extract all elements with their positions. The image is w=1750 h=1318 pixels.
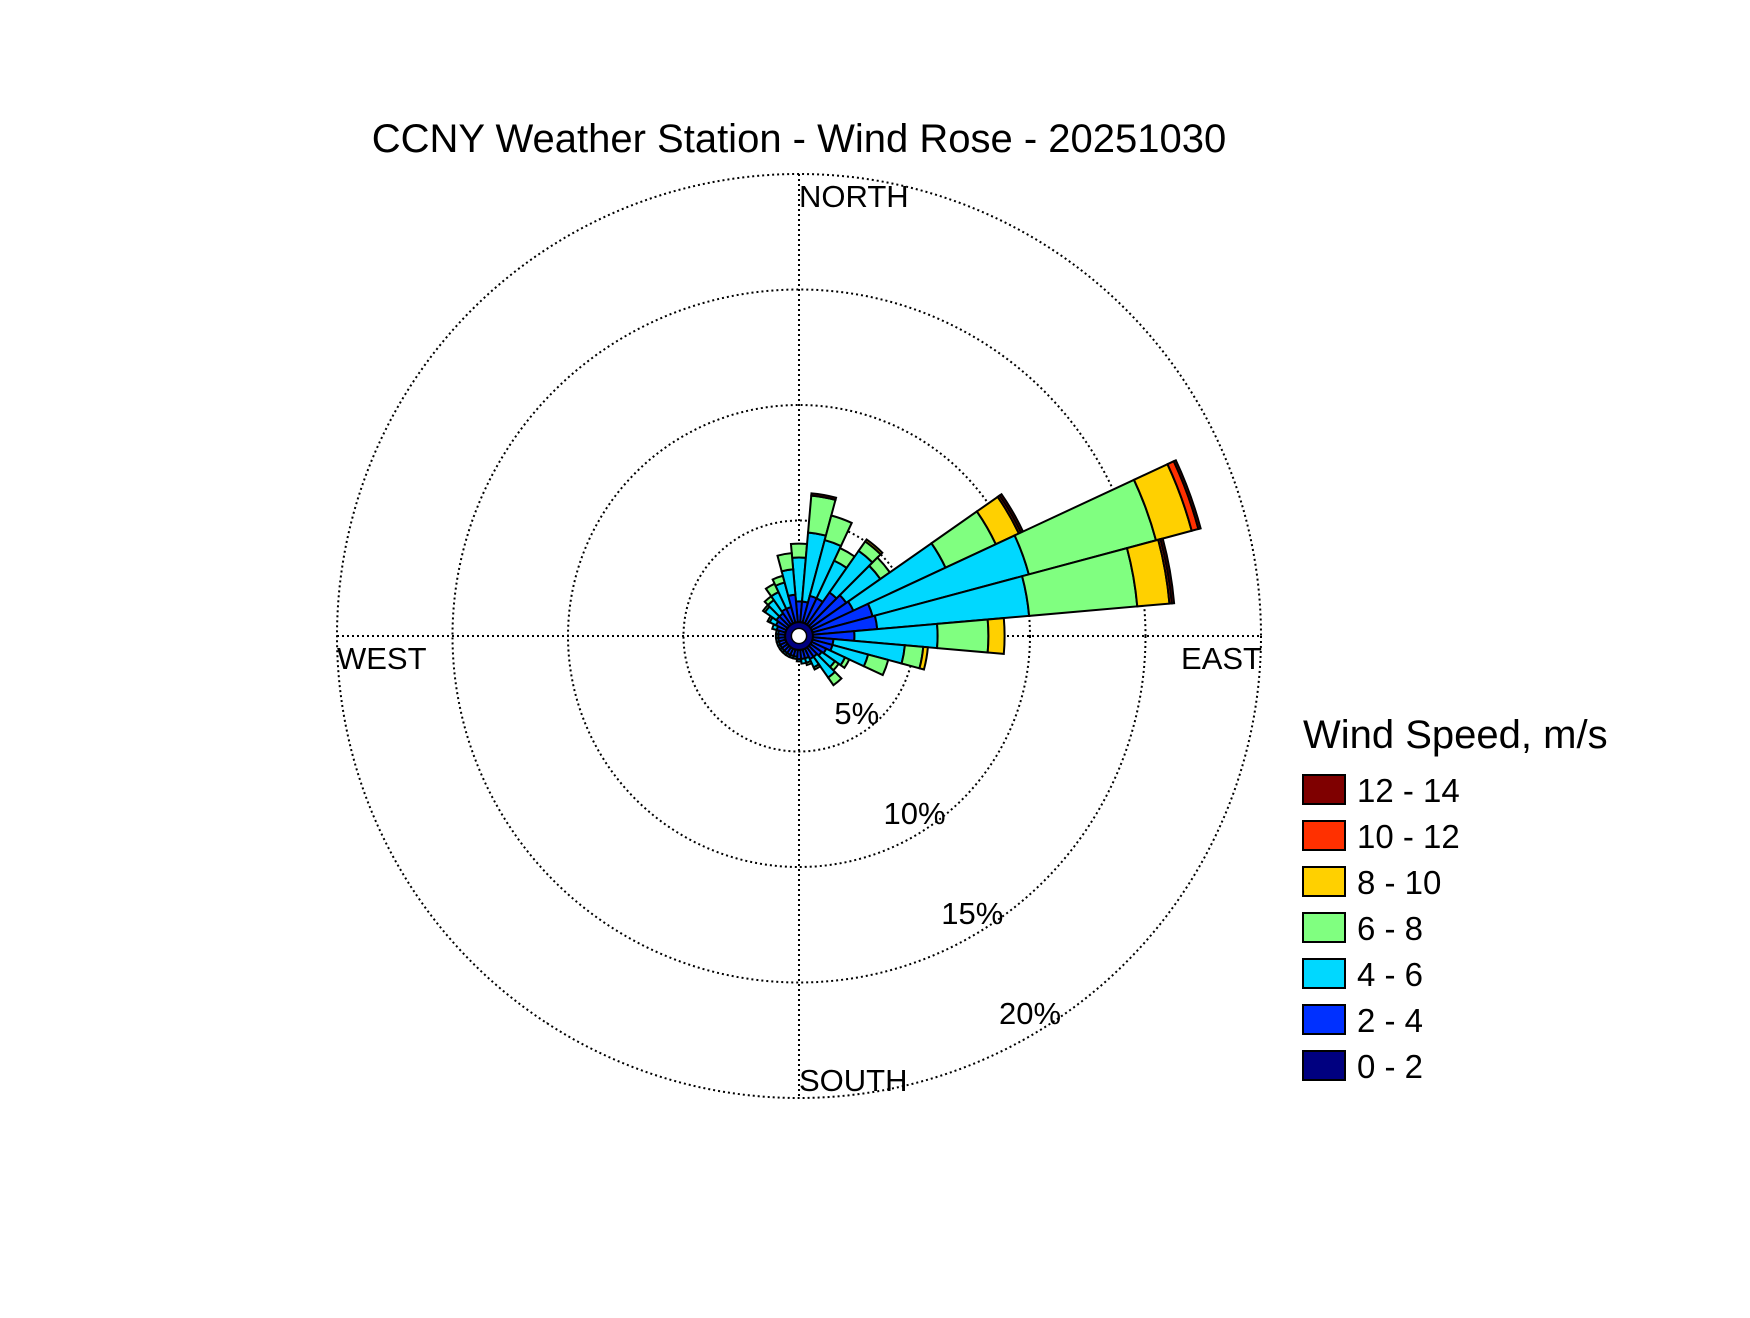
petal-150-bin-3	[812, 662, 822, 671]
ring-labels: 5% 10% 15% 20%	[834, 696, 1061, 1031]
legend-title: Wind Speed, m/s	[1303, 713, 1608, 757]
chart-title: CCNY Weather Station - Wind Rose - 20251…	[372, 117, 1227, 161]
legend-label-0: 12 - 14	[1357, 772, 1460, 809]
sector-50	[803, 556, 892, 633]
sector-120	[804, 638, 851, 670]
petal-10-bin-6	[810, 492, 838, 502]
legend-label-4: 4 - 6	[1357, 956, 1423, 993]
legend-swatch-0	[1302, 774, 1346, 805]
calm-center	[784, 621, 814, 651]
legend-label-1: 10 - 12	[1357, 818, 1460, 855]
legend-swatch-1	[1302, 820, 1346, 851]
legend-label-2: 8 - 10	[1357, 864, 1441, 901]
ring-label-15: 15%	[941, 896, 1003, 931]
petal-90-bin-4	[986, 616, 1006, 656]
legend-label-5: 2 - 4	[1357, 1002, 1423, 1039]
legend: Wind Speed, m/s 12 - 14 10 - 12 8 - 10 6 - …	[1302, 713, 1608, 1085]
petal-90-bin-3	[935, 618, 990, 654]
petal-100-bin-4	[918, 645, 929, 671]
petal-40-bin-4	[863, 538, 884, 556]
legend-swatch-3	[1302, 912, 1346, 943]
petal-20-bin-3	[823, 514, 854, 548]
petal-0-bin-3	[789, 542, 809, 559]
grid-ring-15	[451, 288, 1147, 984]
direction-label-east: EAST	[1181, 641, 1262, 676]
petal-160-bin-3	[804, 659, 814, 667]
ring-label-20: 20%	[999, 996, 1061, 1031]
legend-swatch-5	[1302, 1004, 1346, 1035]
petal-layer	[761, 458, 1202, 687]
legend-label-6: 0 - 2	[1357, 1048, 1423, 1085]
petal-80-bin-6	[1159, 537, 1176, 605]
sector-320	[763, 594, 796, 632]
petal-170-bin-2	[799, 657, 808, 665]
sector-30	[801, 546, 857, 631]
sector-70	[805, 458, 1202, 636]
ring-label-10: 10%	[883, 796, 945, 831]
calm-hole	[790, 627, 808, 645]
petal-120-bin-3	[839, 656, 851, 670]
legend-swatch-2	[1302, 866, 1346, 897]
petal-140-bin-3	[826, 670, 843, 687]
petal-350-bin-3	[776, 552, 795, 573]
petal-70-bin-6	[1172, 458, 1202, 531]
direction-label-north: NORTH	[799, 179, 909, 214]
legend-label-3: 6 - 8	[1357, 910, 1423, 947]
legend-entries: 12 - 14 10 - 12 8 - 10 6 - 8 4 - 6 2 - 4 0 - 2	[1302, 772, 1460, 1085]
legend-swatch-4	[1302, 958, 1346, 989]
direction-label-west: WEST	[337, 641, 427, 676]
petal-110-bin-3	[862, 653, 890, 677]
legend-swatch-6	[1302, 1050, 1346, 1081]
ring-label-5: 5%	[834, 696, 879, 731]
direction-label-south: SOUTH	[799, 1063, 908, 1098]
